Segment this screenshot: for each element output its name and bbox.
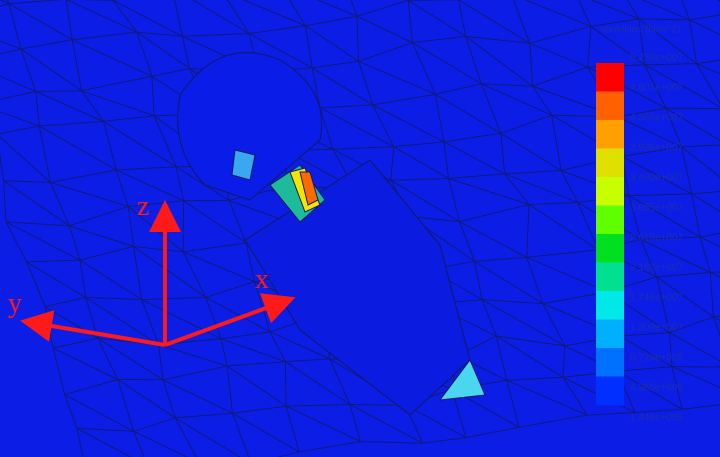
legend-label: 8.728e+006 <box>630 353 684 364</box>
x-label: x <box>255 264 269 295</box>
legend-band <box>596 149 624 178</box>
legend-band <box>596 377 624 406</box>
legend-label: 4.365e+007 <box>630 113 684 124</box>
legend-band <box>596 348 624 377</box>
legend-band <box>596 291 624 320</box>
y-label: y <box>8 288 22 319</box>
legend-band <box>596 120 624 149</box>
z-label: z <box>137 191 149 222</box>
legend-label: 1.746e+007 <box>630 293 684 304</box>
legend-band <box>596 320 624 349</box>
legend-title: vonMises (N/m^2) <box>600 25 680 36</box>
legend-band <box>596 177 624 206</box>
legend-label: 5.236e+007 <box>630 53 684 64</box>
legend-label: 4.365e+006 <box>630 383 684 394</box>
legend-label: 1.309e+007 <box>630 323 684 334</box>
legend-band <box>596 263 624 292</box>
legend-label: 3.055e+007 <box>630 203 684 214</box>
legend-label: 1.446e+005 <box>630 413 684 424</box>
fea-view: vonMises (N/m^2) 5.236e+007 4.801e+007 4.3… <box>0 0 720 457</box>
legend-label: 4.801e+007 <box>630 83 684 94</box>
legend-label: 3.928e+007 <box>630 143 684 154</box>
legend-band <box>596 234 624 263</box>
legend-band <box>596 92 624 121</box>
legend-band <box>596 63 624 92</box>
legend-label: 2.619e+007 <box>630 233 684 244</box>
legend-label: 2.182e+007 <box>630 263 684 274</box>
legend-label: 3.492e+007 <box>630 173 684 184</box>
legend-band <box>596 206 624 235</box>
